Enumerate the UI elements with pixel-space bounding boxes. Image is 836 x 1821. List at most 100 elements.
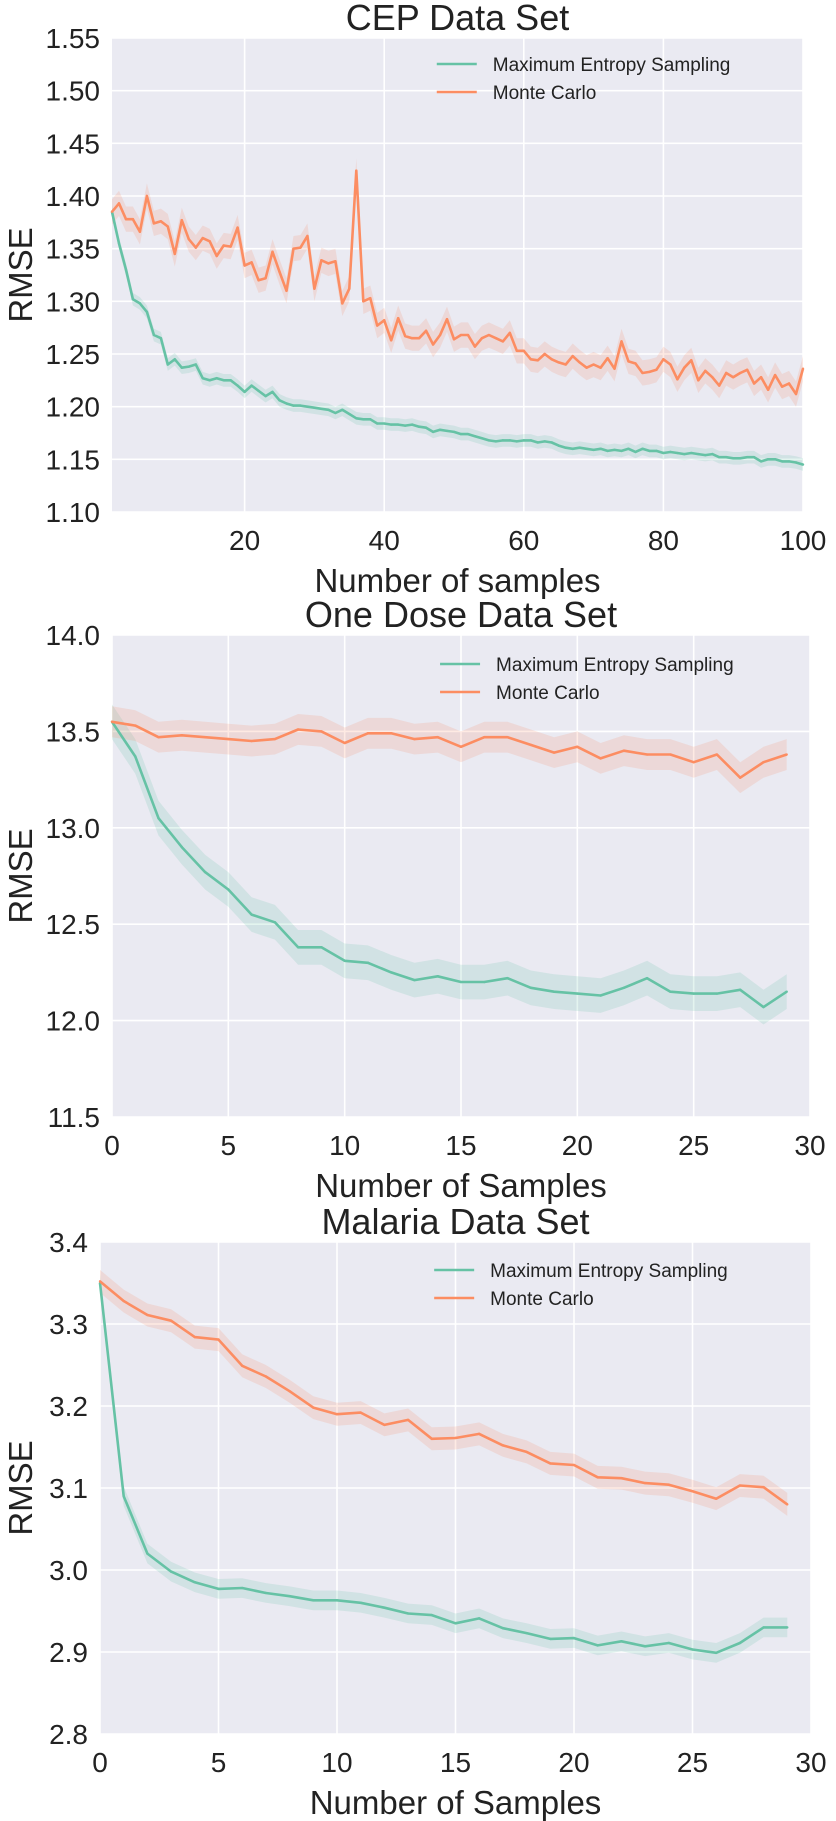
data-point [759,460,763,463]
data-point [550,358,553,361]
data-point [452,338,456,341]
data-point [662,451,665,455]
data-point [711,452,714,456]
data-point [124,217,128,221]
data-point [738,371,742,375]
data-point [494,440,498,443]
data-point [257,389,260,393]
data-point [697,452,700,456]
y-tick-label: 1.50 [46,76,101,107]
data-point [173,252,177,256]
data-point [620,449,623,453]
data-point [725,456,728,459]
data-point [643,1481,647,1485]
data-point [529,743,532,747]
data-point [292,247,295,250]
data-point [343,959,346,963]
data-point [285,289,288,292]
data-point [599,366,602,369]
data-point [634,450,637,454]
data-point [288,1390,291,1393]
data-point [250,384,253,387]
data-point [208,379,211,382]
data-point [715,992,719,995]
y-tick-label: 1.55 [46,23,101,54]
data-point [794,392,798,396]
data-point [250,913,253,916]
data-point [794,461,798,464]
data-point [622,986,626,990]
legend-label: Monte Carlo [493,83,597,104]
data-point [508,331,512,335]
data-point [227,737,230,741]
x-tick-label: 20 [562,1130,593,1161]
data-point [557,361,560,364]
data-point [478,1432,481,1436]
data-point [762,1005,765,1009]
series-band-1 [112,706,787,794]
data-point [480,437,484,440]
data-point [169,1319,173,1322]
data-point [327,408,330,412]
data-point [718,384,721,387]
data-point [292,404,295,407]
data-point [599,994,602,997]
data-point [620,1476,623,1480]
x-tick-label: 25 [678,1130,709,1161]
data-point [159,337,163,340]
data-point [222,379,225,382]
series-line-0 [110,721,788,1009]
data-point [278,270,281,274]
data-point [203,870,207,874]
series-line-0 [98,1282,788,1655]
data-point [596,1476,599,1479]
data-point [285,402,288,405]
data-point [522,349,526,353]
data-point [557,444,560,447]
data-point [752,382,756,385]
data-point [645,753,649,756]
data-point [564,363,567,366]
x-tick-label: 10 [321,1747,352,1778]
data-point [578,361,581,364]
data-point [648,370,651,374]
data-point [152,333,156,337]
x-tick-label: 5 [221,1130,237,1161]
data-point [745,368,749,371]
data-point [515,349,519,353]
y-tick-label: 2.9 [49,1637,88,1668]
data-point [431,430,435,434]
data-point [390,971,393,974]
y-tick-label: 11.5 [48,1102,100,1133]
data-point [669,753,672,756]
data-point [536,441,539,444]
y-tick-label: 1.20 [46,392,101,423]
data-point [576,745,579,749]
data-point [348,287,351,290]
data-point [278,399,281,402]
data-point [146,1313,149,1317]
series-band-0 [112,704,787,1025]
data-point [217,1338,220,1341]
data-point [193,1581,196,1584]
data-point [571,447,574,450]
y-axis-label: RMSE [2,1440,39,1535]
data-point [667,1483,670,1486]
data-point [669,990,672,993]
data-point [599,757,602,760]
data-point [362,418,365,421]
data-point [483,980,486,984]
legend-label: Monte Carlo [490,1289,594,1310]
chart-cep: 1.10 1.15 1.20 1.25 1.30 1.35 1.40 1.45 1.50 1.55… [2,0,826,599]
data-point [787,460,791,463]
data-point [655,368,658,371]
data-point [250,739,253,743]
x-tick-label: 10 [329,1130,360,1161]
data-point [552,990,556,993]
y-tick-label: 3.3 [49,1309,88,1340]
data-point [662,358,665,361]
data-point [454,1622,457,1625]
data-point [762,1626,765,1629]
data-point [383,319,386,322]
data-point [506,735,509,739]
